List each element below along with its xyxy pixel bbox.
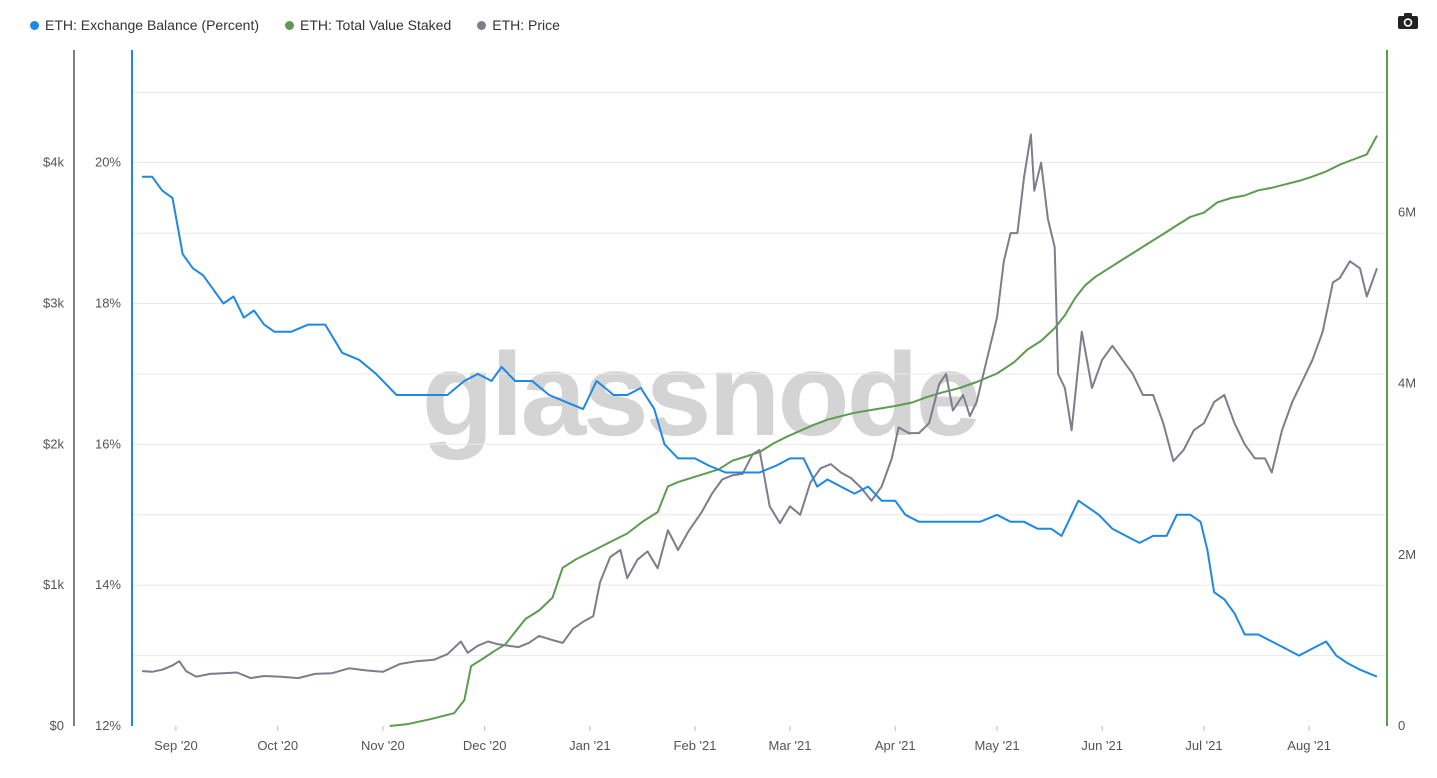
legend-item-price[interactable]: ETH: Price: [477, 17, 560, 33]
legend-label-total-value-staked: ETH: Total Value Staked: [300, 17, 452, 33]
exchange-balance-tick-label: 12%: [95, 718, 121, 733]
price-tick-label: $4k: [43, 155, 64, 170]
exchange-balance-tick-label: 18%: [95, 296, 121, 311]
staked-tick-label: 2M: [1398, 547, 1416, 562]
axes: $0 $1k $2k $3k $4k 12% 14% 16% 18% 20% 0 2M 4M 6M Sep …: [43, 50, 1416, 753]
legend-item-exchange-balance[interactable]: ETH: Exchange Balance (Percent): [30, 17, 259, 33]
gridlines: [132, 91, 1387, 657]
x-tick-label: Mar '21: [769, 738, 812, 753]
staked-tick-label: 6M: [1398, 205, 1416, 220]
watermark-text: glassnode: [422, 329, 979, 461]
x-tick-label: Oct '20: [257, 738, 298, 753]
exchange-balance-tick-label: 14%: [95, 577, 121, 592]
x-tick-label: Apr '21: [875, 738, 916, 753]
price-line: [141, 133, 1378, 680]
price-tick-label: $3k: [43, 296, 64, 311]
exchange-balance-tick-label: 20%: [95, 155, 121, 170]
camera-icon[interactable]: [1397, 12, 1419, 30]
x-tick-label: Dec '20: [463, 738, 507, 753]
staked-tick-label: 4M: [1398, 376, 1416, 391]
legend-dot-price: [477, 20, 487, 30]
legend-label-price: ETH: Price: [492, 17, 560, 33]
x-tick-label: Sep '20: [154, 738, 198, 753]
legend-dot-total-value-staked: [285, 20, 294, 30]
exchange-balance-tick-label: 16%: [95, 436, 121, 451]
total-value-staked-line: [389, 135, 1378, 727]
legend-label-exchange-balance: ETH: Exchange Balance (Percent): [45, 17, 259, 33]
series-layer: [141, 133, 1378, 727]
x-tick-label: May '21: [974, 738, 1019, 753]
price-tick-label: $1k: [43, 577, 64, 592]
chart-legend: ETH: Exchange Balance (Percent) ETH: Tot…: [30, 14, 586, 36]
legend-dot-exchange-balance: [30, 20, 39, 30]
x-tick-label: Jun '21: [1081, 738, 1123, 753]
x-tick-label: Aug '21: [1287, 738, 1331, 753]
price-tick-label: $0: [50, 718, 64, 733]
x-tick-label: Jul '21: [1185, 738, 1222, 753]
staked-tick-label: 0: [1398, 718, 1405, 733]
price-tick-label: $2k: [43, 436, 64, 451]
legend-item-total-value-staked[interactable]: ETH: Total Value Staked: [285, 17, 451, 33]
x-tick-label: Feb '21: [674, 738, 717, 753]
exchange-balance-line: [142, 175, 1378, 678]
x-tick-label: Jan '21: [569, 738, 611, 753]
x-tick-label: Nov '20: [361, 738, 405, 753]
